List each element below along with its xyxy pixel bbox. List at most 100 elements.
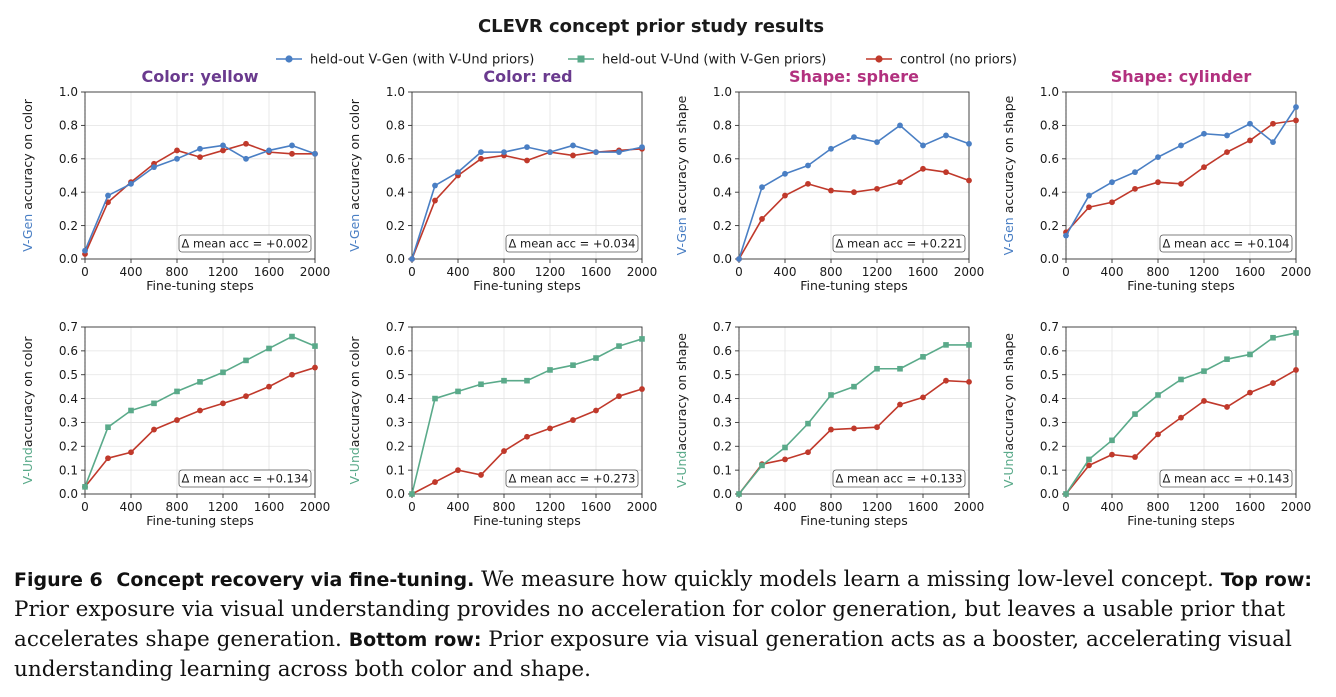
axes-frame [411, 326, 643, 495]
y-tick-label: 1.0 [386, 85, 405, 99]
data-point [524, 144, 530, 151]
y-tick-label: 0.6 [59, 152, 78, 166]
y-axis-label-metric: accuracy on shape [674, 333, 689, 451]
x-axis-label: Fine-tuning steps [800, 278, 907, 293]
y-tick-label: 0.6 [713, 344, 732, 358]
data-point [616, 393, 622, 400]
data-point [524, 377, 530, 384]
data-point [105, 455, 111, 462]
data-point [289, 333, 295, 340]
y-axis-label-metric: accuracy on color [20, 336, 35, 448]
x-tick-label: 1600 [581, 265, 612, 279]
y-tick-label: 0.7 [386, 320, 405, 334]
y-tick-label: 0.5 [713, 368, 732, 382]
y-tick-label: 0.2 [713, 439, 732, 453]
series-vund [736, 342, 972, 497]
data-point [828, 392, 834, 398]
axes-frame [84, 91, 316, 260]
caption-text-1: We measure how quickly models learn a mi… [474, 567, 1221, 592]
data-point [289, 371, 295, 378]
data-point [874, 139, 880, 146]
delta-annotation-box [505, 469, 639, 488]
x-axis-label: Fine-tuning steps [473, 513, 580, 528]
data-point [289, 150, 295, 157]
y-tick-label: 0.6 [386, 152, 405, 166]
data-point [82, 484, 88, 490]
data-point [1109, 199, 1115, 206]
data-point [782, 192, 788, 199]
axes-frame [1065, 91, 1297, 260]
data-point [1178, 142, 1184, 149]
y-axis-label-metric: accuracy on color [20, 98, 35, 214]
data-point [616, 149, 622, 156]
data-point [409, 256, 415, 262]
data-point [105, 424, 111, 430]
legend: held-out V-Gen (with V-Und priors) held-o… [276, 53, 1017, 68]
data-point [266, 147, 272, 154]
x-tick-label: 400 [1101, 500, 1124, 514]
data-point [1270, 380, 1276, 386]
y-axis-label: V-Gen accuracy on shape [674, 95, 689, 255]
data-point [1063, 491, 1069, 497]
y-tick-label: 0.4 [713, 392, 732, 406]
data-point [1155, 154, 1161, 161]
data-point [920, 142, 926, 149]
x-tick-label: 800 [166, 265, 189, 279]
x-tick-label: 800 [493, 265, 516, 279]
legend-label: held-out V-Gen (with V-Und priors) [310, 53, 534, 68]
y-tick-label: 0.4 [59, 392, 78, 406]
y-tick-label: 1.0 [59, 85, 78, 99]
y-tick-label: 0.7 [713, 320, 732, 334]
x-tick-label: 1200 [1189, 265, 1220, 279]
data-point [639, 144, 645, 151]
panel-title: Shape: cylinder [1111, 67, 1252, 86]
x-tick-label: 0 [1062, 500, 1070, 514]
y-axis-label-model: V-Und [1001, 451, 1016, 488]
data-point [759, 462, 765, 469]
data-point [128, 407, 134, 414]
series-vund [82, 333, 318, 490]
delta-annotation-box [832, 234, 966, 253]
data-point [1155, 179, 1161, 186]
data-point [478, 149, 484, 156]
x-axis-label: Fine-tuning steps [1127, 278, 1234, 293]
x-tick-label: 1200 [208, 265, 239, 279]
caption-title: Concept recovery via fine-tuning. [116, 569, 475, 591]
x-tick-label: 1600 [254, 265, 285, 279]
data-point [501, 377, 507, 384]
data-point [1201, 130, 1207, 137]
x-tick-label: 0 [81, 265, 89, 279]
y-tick-label: 0.1 [386, 463, 405, 477]
data-point [570, 142, 576, 149]
data-point [1109, 437, 1115, 444]
data-point [1224, 404, 1230, 410]
x-tick-label: 400 [774, 500, 797, 514]
x-tick-label: 400 [447, 500, 470, 514]
data-point [1293, 117, 1299, 124]
series-line [1065, 119, 1297, 233]
data-point [1155, 392, 1161, 398]
y-tick-label: 0.8 [713, 119, 732, 133]
data-point [920, 165, 926, 172]
data-point [266, 345, 272, 352]
data-point [455, 169, 461, 176]
x-tick-label: 400 [120, 500, 143, 514]
data-point [266, 383, 272, 390]
panel-title: Color: yellow [141, 67, 258, 86]
x-axis-label: Fine-tuning steps [473, 278, 580, 293]
x-tick-label: 0 [735, 265, 743, 279]
data-point [639, 336, 645, 342]
data-point [312, 343, 318, 349]
y-tick-label: 0.6 [1040, 152, 1059, 166]
data-point [736, 491, 742, 497]
series-vgen [1063, 104, 1299, 239]
y-tick-label: 0.2 [59, 219, 78, 233]
panel-title: Color: red [483, 67, 572, 86]
series-vgen [82, 142, 318, 254]
delta-annotation: Δ mean acc = +0.143 [1163, 472, 1290, 486]
y-tick-label: 0.6 [386, 344, 405, 358]
series-vund [409, 336, 645, 497]
data-point [432, 182, 438, 189]
delta-annotation: Δ mean acc = +0.134 [182, 472, 309, 486]
data-point [524, 157, 530, 164]
